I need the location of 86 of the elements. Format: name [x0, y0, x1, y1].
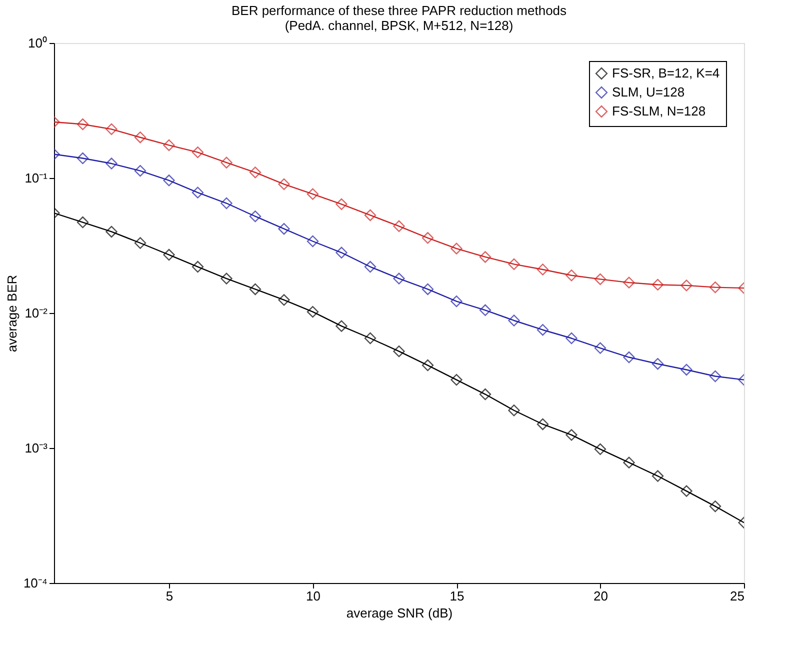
point	[192, 260, 204, 273]
point	[680, 280, 692, 292]
point	[336, 198, 348, 210]
point	[220, 156, 232, 168]
point	[450, 295, 462, 308]
x-axis-title: average SNR (dB)	[346, 606, 453, 620]
point	[192, 146, 204, 158]
y-tick-label: 10⁻⁴	[23, 576, 48, 590]
point	[76, 152, 89, 164]
point	[623, 276, 635, 288]
y-tick-label: 10⁻¹	[24, 170, 48, 186]
point	[249, 166, 262, 178]
point	[249, 210, 262, 222]
point	[536, 324, 549, 336]
point	[364, 209, 376, 222]
point	[134, 237, 146, 249]
point	[220, 197, 232, 210]
point	[652, 358, 664, 370]
point	[364, 332, 376, 344]
point	[479, 304, 492, 316]
point	[566, 429, 578, 441]
point	[479, 251, 492, 263]
point	[680, 364, 692, 376]
point	[450, 242, 462, 254]
x-tick-label: 15	[450, 588, 464, 604]
point	[623, 456, 635, 468]
legend-label: FS-SR, B=12, K=4	[612, 66, 720, 80]
point	[163, 139, 175, 152]
point	[709, 500, 722, 512]
chart-title: BER performance of these three PAPR reduction methods	[231, 3, 568, 18]
point	[336, 320, 348, 332]
chart-subtitle: (PedA. channel, BPSK, M+512, N=128)	[284, 18, 514, 33]
point	[536, 264, 549, 276]
y-tick-label: 10⁻²	[24, 306, 48, 320]
legend-label: SLM, U=128	[612, 84, 685, 100]
y-tick-label: 10⁰	[28, 36, 48, 50]
x-tick-label: 25	[730, 588, 744, 604]
point	[594, 273, 606, 286]
point	[220, 272, 232, 284]
point	[594, 443, 606, 456]
point	[278, 223, 290, 235]
point	[364, 260, 376, 273]
point	[393, 272, 405, 284]
point	[306, 306, 319, 318]
point	[508, 404, 520, 416]
point	[393, 220, 405, 232]
point	[709, 281, 722, 294]
x-tick-label: 5	[166, 588, 174, 604]
point	[278, 294, 290, 306]
point	[306, 235, 319, 248]
point	[422, 359, 434, 372]
point	[278, 178, 290, 190]
point	[76, 118, 89, 130]
point	[306, 188, 319, 200]
point	[106, 123, 118, 136]
point	[422, 232, 434, 244]
point	[450, 374, 462, 386]
point	[652, 470, 664, 482]
point	[623, 351, 635, 364]
point	[134, 164, 146, 177]
point	[393, 345, 405, 358]
point	[652, 278, 664, 291]
x-tick-label: 10	[306, 588, 320, 604]
point	[422, 283, 434, 296]
point	[106, 226, 118, 238]
legend-label: FS-SLM, N=128	[612, 104, 706, 118]
point	[192, 186, 204, 198]
point	[163, 174, 175, 186]
point	[594, 342, 606, 354]
point	[249, 283, 262, 296]
point	[709, 370, 722, 382]
point	[566, 332, 578, 344]
point	[680, 485, 692, 497]
point	[163, 248, 175, 261]
y-axis-title: average BER	[4, 274, 20, 352]
point	[134, 132, 146, 144]
point	[536, 418, 549, 430]
point	[479, 388, 492, 400]
point	[106, 158, 118, 170]
y-tick-label: 10⁻³	[24, 440, 48, 456]
point	[508, 314, 520, 326]
point	[566, 270, 578, 282]
point	[76, 216, 89, 228]
point	[508, 258, 520, 270]
point	[336, 246, 348, 258]
x-tick-label: 20	[594, 588, 608, 604]
